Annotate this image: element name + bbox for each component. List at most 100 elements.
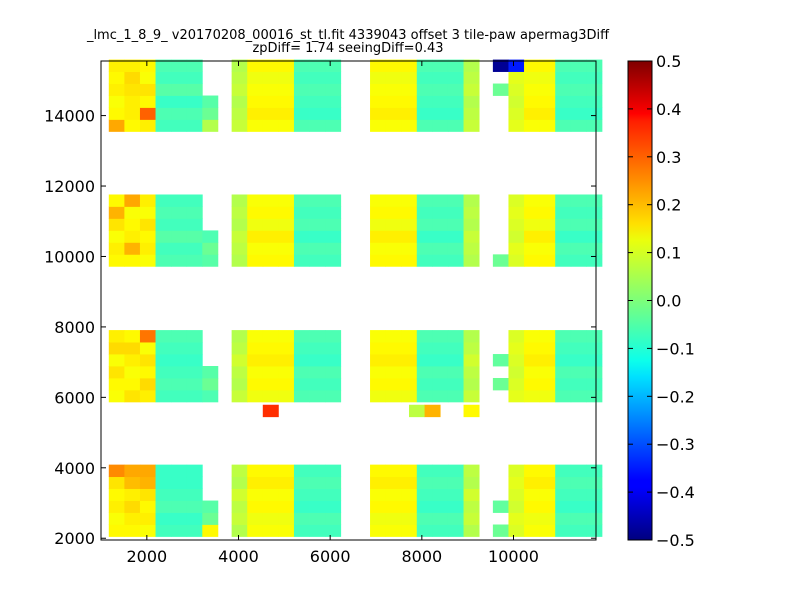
heatmap-cell	[247, 476, 264, 489]
colorbar-tick-label: 0.2	[656, 196, 681, 215]
heatmap-cell	[586, 206, 603, 219]
heatmap-cell	[325, 83, 342, 96]
heatmap-cell	[155, 488, 172, 501]
heatmap-cell	[508, 242, 525, 255]
heatmap-cell	[508, 230, 525, 243]
heatmap-cell	[124, 230, 141, 243]
heatmap-cell	[186, 71, 203, 84]
heatmap-cell	[262, 59, 279, 72]
heatmap-cell	[231, 242, 248, 255]
heatmap-cell	[325, 464, 342, 478]
heatmap-cell	[108, 242, 125, 255]
heatmap-cell	[309, 254, 326, 267]
heatmap-cell	[432, 230, 449, 243]
heatmap-cell	[463, 194, 480, 207]
heatmap-cell	[570, 512, 587, 525]
heatmap-cell	[124, 194, 141, 207]
colorbar-tick-label: −0.2	[656, 387, 695, 406]
heatmap-cell	[370, 500, 387, 513]
heatmap-cell	[293, 242, 310, 255]
heatmap-cell	[524, 107, 541, 120]
heatmap-cell	[555, 524, 572, 537]
heatmap-cell	[524, 83, 541, 96]
plot-frame	[100, 60, 597, 541]
heatmap-cell	[416, 389, 433, 403]
heatmap-cell	[293, 95, 310, 108]
heatmap-cell	[171, 59, 188, 72]
heatmap-cell	[370, 377, 387, 391]
heatmap-cell	[293, 194, 310, 207]
heatmap-cell	[325, 59, 342, 72]
heatmap-cell	[370, 242, 387, 255]
heatmap-cell	[262, 218, 279, 231]
heatmap-cell	[155, 119, 172, 132]
heatmap-cell	[155, 389, 172, 403]
heatmap-cell	[555, 107, 572, 120]
heatmap-cell	[432, 119, 449, 132]
heatmap-cell	[586, 330, 603, 343]
heatmap-cell	[370, 488, 387, 501]
heatmap-cell	[432, 389, 449, 403]
heatmap-cell	[124, 218, 141, 231]
heatmap-cell	[108, 254, 125, 267]
heatmap-cell	[385, 488, 402, 501]
heatmap-cell	[447, 377, 464, 391]
heatmap-cell	[171, 488, 188, 501]
heatmap-cell	[325, 366, 342, 379]
heatmap-cell	[570, 476, 587, 489]
heatmap-cell	[186, 59, 203, 72]
heatmap-cell	[401, 95, 418, 108]
heatmap-cell	[370, 476, 387, 489]
y-tick-label: 12000	[44, 177, 95, 196]
heatmap-cell	[432, 83, 449, 96]
heatmap-cell	[262, 404, 279, 418]
heatmap-cell	[524, 476, 541, 489]
heatmap-cell	[186, 119, 203, 132]
heatmap-cell	[155, 206, 172, 219]
heatmap-cell	[401, 330, 418, 343]
heatmap-cell	[539, 366, 556, 379]
heatmap-cell	[385, 194, 402, 207]
heatmap-cell	[325, 377, 342, 391]
heatmap-cell	[432, 488, 449, 501]
heatmap-cell	[586, 366, 603, 379]
heatmap-cell	[492, 354, 509, 367]
heatmap-cell	[463, 377, 480, 391]
heatmap-cell	[108, 500, 125, 513]
heatmap-cell	[424, 404, 441, 418]
heatmap-cell	[231, 71, 248, 84]
heatmap-cell	[385, 254, 402, 267]
heatmap-cell	[186, 389, 203, 403]
heatmap-cell	[586, 119, 603, 132]
heatmap-cell	[108, 464, 125, 478]
heatmap-cell	[432, 107, 449, 120]
heatmap-cell	[186, 464, 203, 478]
heatmap-cell	[555, 218, 572, 231]
heatmap-cell	[124, 71, 141, 84]
heatmap-cell	[385, 230, 402, 243]
heatmap-cell	[293, 476, 310, 489]
heatmap-cell	[186, 476, 203, 489]
heatmap-cell	[432, 366, 449, 379]
heatmap-cell	[401, 488, 418, 501]
heatmap-cell	[463, 354, 480, 367]
x-tick-label: 4000	[218, 547, 259, 566]
heatmap-cell	[555, 330, 572, 343]
heatmap-cell	[293, 254, 310, 267]
heatmap-cell	[524, 330, 541, 343]
heatmap-cell	[202, 254, 219, 267]
heatmap-cell	[278, 488, 295, 501]
heatmap-cell	[555, 377, 572, 391]
heatmap-cell	[231, 83, 248, 96]
heatmap-cell	[539, 194, 556, 207]
heatmap-cell	[171, 107, 188, 120]
heatmap-cell	[124, 366, 141, 379]
heatmap-cell	[570, 71, 587, 84]
heatmap-cell	[231, 366, 248, 379]
heatmap-cell	[508, 194, 525, 207]
heatmap-cell	[293, 342, 310, 355]
heatmap-cell	[124, 119, 141, 132]
heatmap-cell	[262, 194, 279, 207]
heatmap-cell	[293, 330, 310, 343]
heatmap-cell	[492, 500, 509, 513]
